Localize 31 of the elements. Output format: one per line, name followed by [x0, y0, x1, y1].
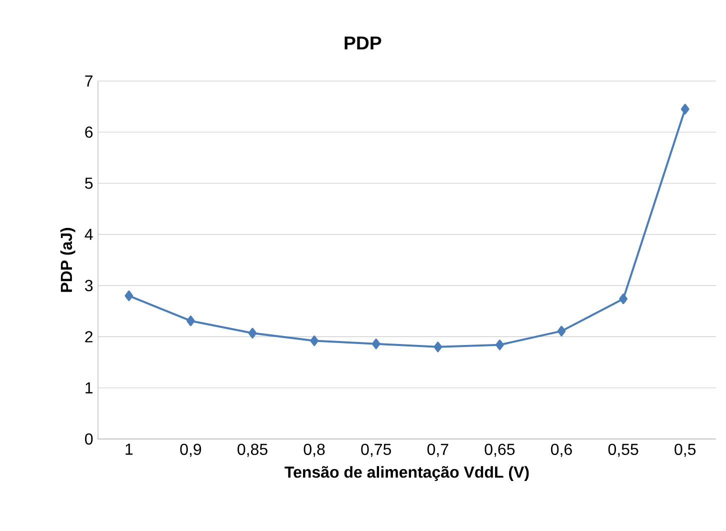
point: [434, 342, 442, 352]
point: [680, 104, 690, 114]
chart-title: PDP: [344, 36, 382, 50]
y-tick-label: 5: [85, 178, 93, 189]
point: [310, 336, 318, 346]
y-tick-label: 6: [85, 126, 93, 138]
y-tick-label: 4: [84, 228, 93, 240]
x-axis-title: Tensão de alimentação VddL (V): [284, 466, 529, 481]
point: [124, 290, 134, 302]
x-tick-label: 1: [126, 444, 133, 455]
x-tick-label: 0,9: [180, 444, 202, 457]
point: [557, 326, 566, 336]
y-tick-label: 7: [85, 76, 92, 87]
x-tick-label: 0,65: [484, 444, 515, 457]
y-tick-label: 3: [85, 280, 93, 292]
x-tick-label: 0,5: [674, 444, 696, 457]
x-tick-label: 0,6: [551, 444, 572, 457]
point: [619, 294, 628, 304]
point: [186, 316, 195, 326]
x-tick-label: 0,75: [361, 444, 391, 457]
point: [496, 340, 504, 350]
y-tick-label: 2: [85, 331, 92, 342]
point: [248, 328, 257, 338]
y-tick-label: 0: [85, 433, 93, 445]
x-tick-label: 0,8: [304, 444, 325, 457]
y-axis-title: PDP (aJ): [60, 228, 76, 292]
point: [372, 338, 380, 350]
y-tick-label: 1: [86, 382, 93, 394]
x-tick-label: 0,7: [427, 444, 448, 457]
x-tick-label: 0,55: [608, 444, 638, 457]
x-tick-label: 0,85: [238, 444, 268, 457]
